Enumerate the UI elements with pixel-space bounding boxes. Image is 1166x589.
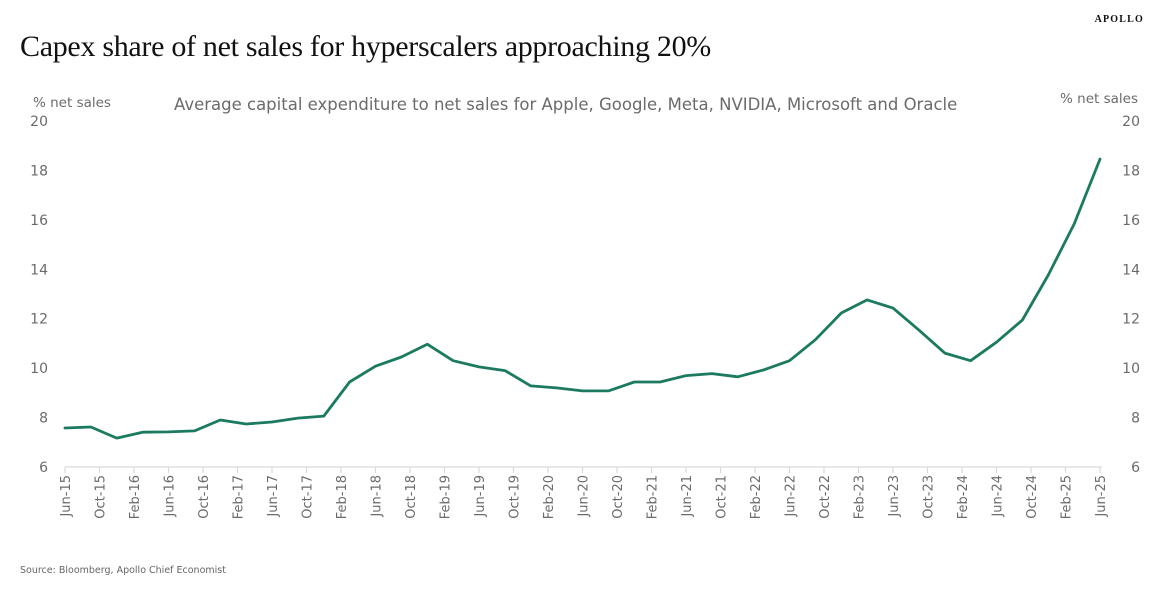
- x-tick-label: Feb-25: [1060, 475, 1075, 519]
- x-tick-label: Oct-21: [715, 475, 730, 519]
- y-tick-label-right: 12: [1122, 312, 1140, 328]
- y-tick-label-right: 6: [1131, 460, 1140, 476]
- y-tick-label-left: 10: [30, 361, 48, 377]
- x-tick-label: Feb-24: [956, 475, 971, 519]
- x-tick-label: Jun-25: [1094, 475, 1109, 518]
- y-axis-label-left: % net sales: [33, 95, 111, 111]
- x-tick-label: Jun-16: [163, 475, 178, 518]
- x-tick-label: Feb-22: [749, 475, 764, 519]
- x-tick-label: Feb-18: [335, 475, 350, 519]
- brand-logo: APOLLO: [1094, 14, 1144, 25]
- series-line: [63, 157, 1102, 440]
- x-tick-label: Oct-19: [508, 475, 523, 519]
- y-tick-label-right: 18: [1122, 163, 1140, 179]
- y-tick-label-right: 16: [1122, 213, 1140, 229]
- x-tick-label: Jun-24: [991, 475, 1006, 518]
- y-tick-label-left: 12: [30, 312, 48, 328]
- y-tick-label-left: 16: [30, 213, 48, 229]
- y-tick-label-left: 6: [39, 460, 48, 476]
- x-tick-label: Jun-21: [680, 475, 695, 518]
- y-tick-label-right: 8: [1131, 411, 1140, 427]
- x-tick-label: Oct-18: [404, 475, 419, 519]
- x-tick-label: Oct-15: [94, 475, 109, 519]
- x-tick-label: Oct-23: [922, 475, 937, 519]
- x-tick-label: Feb-19: [439, 475, 454, 519]
- x-tick-label: Oct-22: [818, 475, 833, 519]
- x-tick-label: Feb-21: [646, 475, 661, 519]
- y-tick-label-right: 14: [1122, 262, 1140, 278]
- x-tick-label: Oct-20: [611, 475, 626, 519]
- y-tick-label-right: 20: [1122, 114, 1140, 130]
- y-tick-label-left: 8: [39, 411, 48, 427]
- x-tick-label: Feb-20: [542, 475, 557, 519]
- x-tick-label: Feb-17: [232, 475, 247, 519]
- chart-subtitle: Average capital expenditure to net sales…: [174, 95, 958, 114]
- y-tick-label-left: 14: [30, 262, 48, 278]
- y-axis-left: 6 8 10 12 14 16 18 20: [30, 114, 48, 476]
- x-tick-label: Jun-18: [370, 475, 385, 518]
- x-tick-label: Jun-15: [59, 475, 74, 518]
- x-tick-label: Jun-17: [266, 475, 281, 518]
- x-tick-label: Oct-24: [1025, 475, 1040, 519]
- y-axis-label-right: % net sales: [1060, 91, 1138, 107]
- series-group: [63, 157, 1102, 440]
- x-tick-label: Jun-22: [784, 475, 799, 518]
- x-tick-label: Oct-17: [301, 475, 316, 519]
- chart-title: Capex share of net sales for hyperscaler…: [20, 30, 711, 63]
- x-tick-label: Oct-16: [197, 475, 212, 519]
- x-axis: Jun-15 Oct-15 Feb-16 Jun-16 Oct-16 Feb-17 Jun-…: [59, 466, 1109, 519]
- x-tick-label: Feb-23: [853, 475, 868, 519]
- y-tick-label-left: 18: [30, 163, 48, 179]
- x-tick-label: Jun-23: [887, 475, 902, 518]
- y-axis-right: 6 8 10 12 14 16 18 20: [1122, 114, 1140, 476]
- source-note: Source: Bloomberg, Apollo Chief Economis…: [20, 565, 226, 576]
- y-tick-label-right: 10: [1122, 361, 1140, 377]
- x-tick-label: Jun-20: [577, 475, 592, 518]
- x-tick-label: Jun-19: [473, 475, 488, 518]
- x-tick-label: Feb-16: [128, 475, 143, 519]
- y-tick-label-left: 20: [30, 114, 48, 130]
